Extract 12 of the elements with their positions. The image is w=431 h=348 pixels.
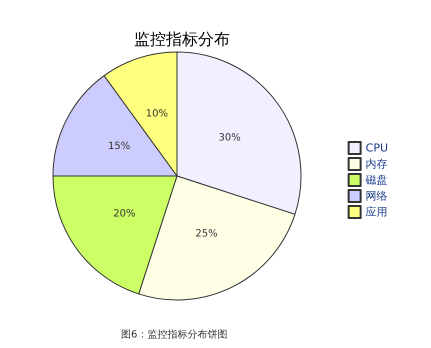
caption: 图6：监控指标分布饼图 xyxy=(121,328,228,340)
data-label: 25% xyxy=(195,228,218,240)
legend-label: 磁盘 xyxy=(364,174,388,186)
data-label: 30% xyxy=(218,132,241,144)
data-label: 15% xyxy=(108,140,130,152)
legend-label: 应用 xyxy=(366,206,388,218)
data-label: 10% xyxy=(146,108,168,120)
legend-label: 网络 xyxy=(366,190,388,202)
data-label: 20% xyxy=(113,208,136,220)
legend-label: CPU xyxy=(366,142,388,154)
legend-label: 内存 xyxy=(366,158,388,170)
chart-title: 监控指标分布 xyxy=(134,30,230,48)
